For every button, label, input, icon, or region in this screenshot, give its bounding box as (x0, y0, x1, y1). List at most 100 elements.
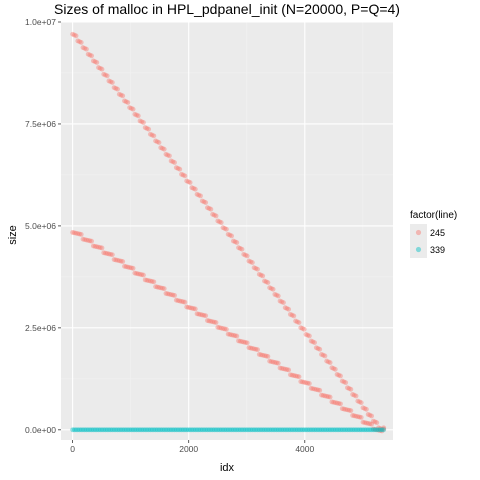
data-point-339 (210, 427, 216, 433)
data-point-245 (376, 425, 381, 431)
data-point-245 (281, 366, 286, 372)
data-point-339 (215, 427, 221, 433)
data-point-245 (196, 192, 202, 198)
data-point-339 (90, 427, 96, 433)
data-point-339 (109, 427, 115, 433)
data-point-339 (372, 427, 378, 433)
data-point-245 (158, 285, 164, 291)
data-point-339 (270, 427, 276, 433)
data-point-245 (85, 237, 91, 243)
data-point-245 (353, 413, 359, 419)
data-point-245 (104, 73, 110, 79)
data-point-339 (179, 427, 184, 433)
data-point-339 (279, 427, 285, 433)
data-point-245 (282, 366, 288, 372)
data-point-245 (298, 325, 304, 331)
data-point-245 (350, 392, 355, 397)
data-point-245 (310, 386, 316, 392)
data-point-245 (229, 332, 235, 338)
data-point-339 (194, 427, 200, 433)
data-point-339 (142, 427, 148, 433)
data-point-245 (351, 392, 357, 398)
data-point-245 (324, 393, 330, 399)
data-point-339 (303, 427, 309, 433)
data-point-339 (251, 427, 257, 433)
data-point-339 (336, 427, 342, 433)
data-point-245 (147, 131, 153, 137)
data-point-245 (256, 271, 262, 277)
data-point-245 (326, 394, 331, 400)
data-point-245 (339, 406, 345, 412)
data-point-339 (208, 427, 214, 433)
data-point-245 (104, 251, 110, 256)
data-point-245 (186, 179, 191, 185)
data-point-245 (355, 414, 361, 420)
data-point-339 (274, 427, 279, 433)
plot-panel (61, 22, 393, 440)
data-point-245 (165, 291, 171, 297)
data-point-245 (125, 264, 131, 270)
data-point-245 (187, 180, 193, 185)
data-point-245 (189, 305, 195, 311)
data-point-339 (182, 427, 188, 433)
legend-key-245-icon (415, 229, 422, 236)
data-point-339 (315, 427, 321, 433)
data-point-339 (298, 427, 304, 433)
data-point-339 (357, 427, 362, 433)
data-point-339 (249, 427, 255, 433)
data-point-339 (156, 427, 162, 433)
data-point-245 (322, 393, 328, 399)
data-point-339 (317, 427, 323, 433)
data-point-245 (230, 332, 236, 338)
data-point-339 (348, 427, 354, 433)
data-point-245 (268, 286, 274, 291)
data-point-245 (153, 138, 158, 144)
y-tick-label: 1.0e+07 (25, 17, 56, 27)
data-point-339 (284, 427, 290, 433)
data-point-339 (125, 427, 131, 433)
data-point-339 (275, 427, 281, 433)
data-point-339 (291, 427, 297, 433)
data-point-339 (313, 427, 319, 433)
data-point-339 (203, 427, 209, 433)
data-point-339 (82, 427, 88, 433)
data-point-245 (286, 306, 292, 312)
data-point-245 (199, 312, 205, 318)
data-point-245 (192, 186, 198, 192)
data-point-245 (135, 271, 141, 277)
data-point-245 (146, 126, 152, 132)
data-point-339 (310, 427, 316, 433)
data-point-245 (341, 379, 347, 385)
data-point-339 (103, 427, 108, 433)
data-point-339 (346, 427, 352, 433)
data-point-245 (270, 286, 276, 292)
data-point-245 (199, 198, 205, 204)
data-point-245 (125, 100, 131, 105)
data-point-339 (338, 427, 343, 433)
data-point-245 (191, 186, 196, 191)
y-tick-label: 7.5e+06 (25, 119, 56, 129)
data-point-339 (189, 427, 195, 433)
data-point-339 (367, 427, 373, 433)
data-point-245 (237, 246, 243, 251)
data-point-245 (377, 426, 383, 431)
data-point-339 (96, 427, 101, 433)
data-point-245 (184, 178, 190, 184)
data-point-245 (210, 211, 216, 217)
data-point-245 (338, 401, 343, 407)
data-point-245 (201, 199, 207, 205)
data-point-245 (303, 380, 309, 386)
data-point-245 (108, 79, 114, 85)
data-point-339 (265, 427, 271, 433)
data-point-245 (267, 358, 273, 364)
data-point-245 (215, 324, 221, 330)
data-point-339 (258, 427, 264, 433)
data-point-245 (94, 60, 100, 65)
data-point-245 (331, 399, 336, 405)
data-point-245 (331, 366, 336, 371)
data-point-245 (182, 173, 188, 179)
data-point-245 (232, 333, 238, 339)
data-point-339 (199, 427, 205, 433)
data-point-245 (192, 306, 198, 312)
data-point-339 (175, 427, 181, 433)
